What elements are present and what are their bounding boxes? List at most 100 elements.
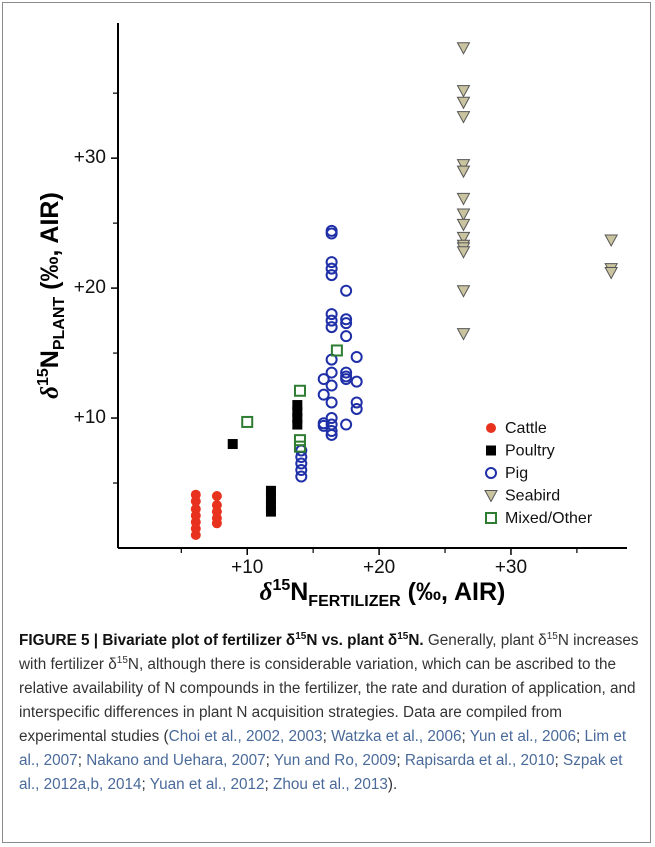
point	[456, 328, 471, 341]
point	[456, 208, 471, 222]
legend-label: Cattle	[505, 420, 547, 437]
caption-text: ;	[461, 728, 470, 745]
point	[456, 42, 471, 55]
point	[340, 284, 353, 297]
point	[265, 485, 276, 496]
point	[241, 415, 254, 428]
point	[325, 366, 338, 379]
point	[456, 231, 471, 245]
caption-text: N, although there is considerable variat…	[19, 656, 636, 745]
point	[350, 402, 363, 415]
point	[325, 412, 338, 425]
caption-text: ).	[387, 776, 398, 793]
point	[325, 379, 338, 392]
citation-link[interactable]: Lim et al., 2007	[19, 728, 627, 769]
caption-text: ;	[554, 752, 564, 769]
point	[317, 373, 330, 386]
point	[227, 439, 238, 450]
citation-link[interactable]: Yuan et al., 2012	[149, 776, 265, 793]
caption-text: FIGURE 5 | Bivariate plot of fertilizer …	[19, 632, 296, 649]
caption-text: ;	[396, 752, 405, 769]
point	[211, 518, 222, 529]
point	[325, 314, 338, 327]
point	[265, 500, 276, 511]
point	[350, 350, 363, 363]
citation-link[interactable]: Rapisarda et al., 2010	[404, 752, 555, 769]
point	[190, 496, 201, 507]
axis-sub: FERTILIZER	[308, 593, 401, 610]
xlabel-title: δ15NFERTILIZER (‰, AIR)	[260, 577, 506, 610]
point	[456, 246, 471, 259]
legend-label: Pig	[505, 465, 528, 482]
citation-link[interactable]: Choi et al., 2002, 2003	[168, 728, 323, 745]
point	[604, 267, 619, 280]
caption-text: N vs. plant δ	[306, 632, 398, 649]
point	[325, 227, 338, 240]
point	[293, 434, 306, 447]
citation-link[interactable]: Yun and Ro, 2009	[273, 752, 397, 769]
point	[325, 262, 338, 275]
point	[325, 396, 338, 409]
legend-marker	[484, 490, 498, 503]
legend-label: Seabird	[505, 488, 560, 505]
legend-marker	[485, 467, 497, 479]
point	[292, 406, 303, 417]
citation-link[interactable]: Watzka et al., 2006	[331, 728, 462, 745]
legend-marker	[486, 423, 496, 433]
point	[295, 470, 308, 483]
axis-symbol: δ	[260, 579, 273, 606]
axis-sup: 15	[35, 368, 52, 386]
point	[293, 384, 306, 397]
caption-text: N.	[408, 632, 424, 649]
point	[325, 269, 338, 282]
legend-label: Poultry	[505, 443, 555, 460]
point	[292, 400, 303, 411]
point	[190, 530, 201, 541]
caption-text: 15	[116, 654, 128, 666]
point	[456, 165, 471, 179]
point	[456, 96, 471, 110]
x-tick-label: +10	[231, 557, 263, 578]
caption-text: 15	[397, 630, 409, 642]
axis-unit: (‰, AIR)	[36, 192, 64, 297]
y-tick-label: +10	[74, 407, 106, 428]
point	[456, 111, 471, 124]
point	[265, 493, 276, 504]
point	[604, 234, 619, 248]
legend-marker	[486, 445, 496, 456]
axis-base: N	[36, 350, 64, 368]
point	[295, 464, 308, 477]
point	[340, 330, 353, 343]
point	[456, 192, 471, 206]
caption-text: ;	[264, 776, 274, 793]
citation-link[interactable]: Szpak et al., 2012a,b, 2014	[19, 752, 623, 793]
citation-link[interactable]: Yun et al., 2006	[469, 728, 577, 745]
axis-symbol: δ	[37, 386, 64, 399]
y-tick-label: +20	[74, 277, 106, 298]
legend-marker	[485, 512, 497, 524]
point	[340, 418, 353, 431]
caption-text: ;	[265, 752, 274, 769]
caption-text: N increases with fertilizer δ	[19, 632, 639, 673]
point	[350, 396, 363, 409]
point	[292, 419, 303, 430]
citation-link[interactable]: Zhou et al., 2013	[273, 776, 388, 793]
x-tick-label: +30	[495, 557, 527, 578]
point	[456, 159, 471, 172]
point	[317, 388, 330, 401]
point	[325, 425, 338, 438]
point	[340, 373, 353, 386]
caption-text: 15	[295, 630, 307, 642]
axis-unit: (‰, AIR)	[401, 578, 506, 606]
point	[340, 366, 353, 379]
point	[350, 375, 363, 388]
x-tick-label: +20	[363, 557, 395, 578]
point	[325, 428, 338, 441]
point	[456, 85, 471, 98]
citation-link[interactable]: Nakano and Uehara, 2007	[86, 752, 266, 769]
point	[292, 413, 303, 424]
point	[265, 506, 276, 517]
figure-caption: FIGURE 5 | Bivariate plot of fertilizer …	[19, 629, 643, 797]
